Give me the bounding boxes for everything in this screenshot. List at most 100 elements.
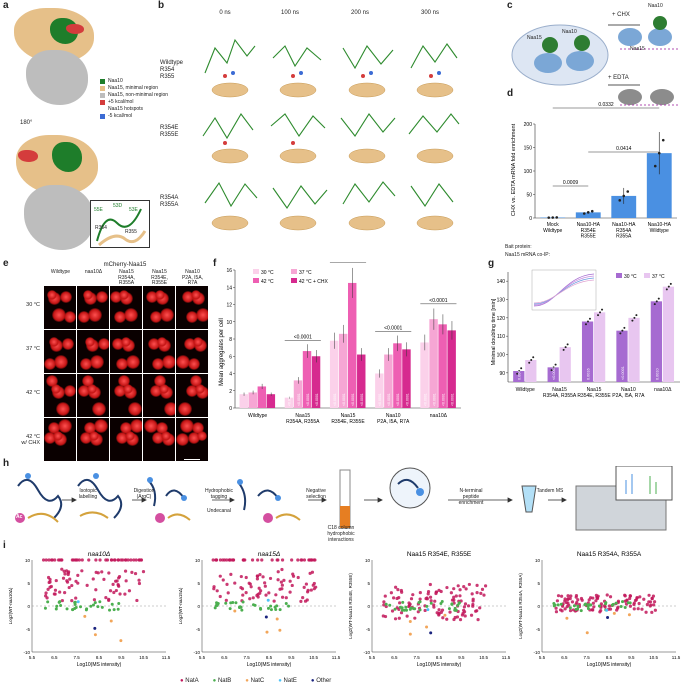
f-ytick-label: 0 xyxy=(229,406,232,412)
i-point-nata xyxy=(130,570,134,574)
i-point-nata xyxy=(392,596,396,600)
i-ytick-label: 10 xyxy=(365,558,371,563)
i-point-nata xyxy=(98,558,102,562)
zoom-inset: 55E 53D 53E R354 R355 xyxy=(90,200,150,248)
f-ytick-label: 8 xyxy=(229,337,232,343)
i-point-nata xyxy=(310,558,314,562)
i-point-natb xyxy=(57,600,61,604)
panel-i-label: i xyxy=(3,540,6,551)
i-point-nata xyxy=(647,593,651,597)
g-ytick-label: 100 xyxy=(497,353,506,359)
g-point xyxy=(631,319,634,322)
i-point-nata xyxy=(63,591,67,595)
legend-nata: ● NatA xyxy=(180,678,199,684)
i-point-nata xyxy=(239,574,243,579)
i-point-nata xyxy=(58,590,62,594)
i-point-nata xyxy=(94,588,98,592)
i-point-natb xyxy=(440,599,444,603)
i-point-natc xyxy=(585,631,589,635)
i-ytick-label: 10 xyxy=(535,558,541,563)
i-point-nata xyxy=(249,585,253,589)
g-point xyxy=(566,343,569,346)
i-point-nata xyxy=(59,558,63,562)
zoom-label-r355: R355 xyxy=(125,229,137,235)
cell-signal xyxy=(87,384,97,394)
i-point-nate xyxy=(266,598,270,602)
microscopy-cell xyxy=(110,374,142,417)
f-bar xyxy=(284,397,294,408)
g-point xyxy=(588,317,591,320)
i-point-nata xyxy=(569,594,573,598)
i-point-nata xyxy=(464,587,468,591)
i-xtick-label: 9.5 xyxy=(458,655,465,660)
i-ytick-label: 5 xyxy=(27,581,30,586)
i-point-natb xyxy=(238,605,242,609)
i-xtick-label: 10.5 xyxy=(479,655,488,660)
f-bar xyxy=(329,340,339,408)
g-bar xyxy=(650,301,662,382)
i-point-nata xyxy=(439,589,443,594)
i-point-nata xyxy=(479,591,483,595)
i-point-nata xyxy=(56,558,61,562)
i-point-natc xyxy=(408,632,412,636)
cell-signal xyxy=(119,290,129,300)
i-xtick-label: 8.5 xyxy=(266,655,273,660)
f-bar-pvalue: <0.0001 xyxy=(450,393,454,406)
cell-signal xyxy=(180,419,194,433)
i-point-nata xyxy=(241,593,245,597)
i-point-nata xyxy=(137,578,141,582)
legend-nate: ● NatE xyxy=(278,678,297,684)
i-point-natb xyxy=(98,600,102,604)
i-scatter-plot: naa10Δ -10 -5 0 5 10 5.5 6.5 7.5 8.5 9.5 10.5 11.5 Lo… xyxy=(8,551,171,668)
i-point-nata xyxy=(556,594,561,598)
i-point-nata xyxy=(53,558,57,562)
i-ytick-label: 0 xyxy=(197,604,200,609)
i-point-nata xyxy=(462,605,466,609)
i-point-nata xyxy=(313,558,317,562)
i-point-natc xyxy=(275,617,279,621)
g-xtick-label: Naa10 P2A, I5A, R7A xyxy=(612,387,645,399)
i-xtick-label: 6.5 xyxy=(391,655,398,660)
i-point-nata xyxy=(107,571,111,575)
i-ytick-label: 0 xyxy=(537,604,540,609)
i-point-nata xyxy=(221,578,225,582)
d-pvalue: 0.0332 xyxy=(598,102,614,108)
i-point-nata xyxy=(652,603,656,607)
f-legend-label: 42 °C + CHX xyxy=(299,279,328,285)
e-row-label: 42 °C w/ CHX xyxy=(21,434,40,446)
i-ytick-label: -5 xyxy=(536,627,540,632)
i-point-nata xyxy=(46,575,51,580)
i-point-nata xyxy=(54,578,58,583)
i-point-nata xyxy=(108,589,113,593)
i-point-nata xyxy=(645,602,649,607)
cell-signal xyxy=(161,431,171,441)
i-point-nata xyxy=(65,579,69,583)
d-mrna-label: Naa15 mRNA co-IP: xyxy=(505,252,551,258)
panel-d-label: d xyxy=(507,88,514,99)
i-point-nata xyxy=(308,558,312,562)
g-point xyxy=(562,348,565,351)
i-point-nata xyxy=(276,570,280,574)
i-point-nata xyxy=(449,591,453,595)
cell-signal xyxy=(176,433,189,446)
i-point-nata xyxy=(650,596,654,601)
d-xtick-label: Mock Wildtype xyxy=(543,222,562,234)
protein-label-naa10-2: Naa10 xyxy=(648,3,663,9)
i-point-nata xyxy=(226,591,230,595)
f-bar xyxy=(248,392,257,408)
cell-signal xyxy=(64,311,76,323)
i-point-natb xyxy=(623,605,627,609)
f-bar-pvalue: <0.0001 xyxy=(306,393,310,406)
i-point-natb xyxy=(213,606,217,610)
i-point-nata xyxy=(124,579,128,583)
i-point-natb xyxy=(234,601,238,605)
legend-minimal: Naa15, minimal region xyxy=(108,85,159,91)
i-xtick-label: 9.5 xyxy=(628,655,635,660)
i-point-natb xyxy=(621,600,625,604)
i-point-natc xyxy=(83,614,87,618)
chart-g: Minimal doubling time [min] 90 100 110 120 1… xyxy=(491,269,680,399)
i-ytick-label: 5 xyxy=(197,581,200,586)
i-point-nata xyxy=(467,582,471,587)
microscopy-cell xyxy=(143,418,175,461)
i-point-nata xyxy=(599,602,603,606)
